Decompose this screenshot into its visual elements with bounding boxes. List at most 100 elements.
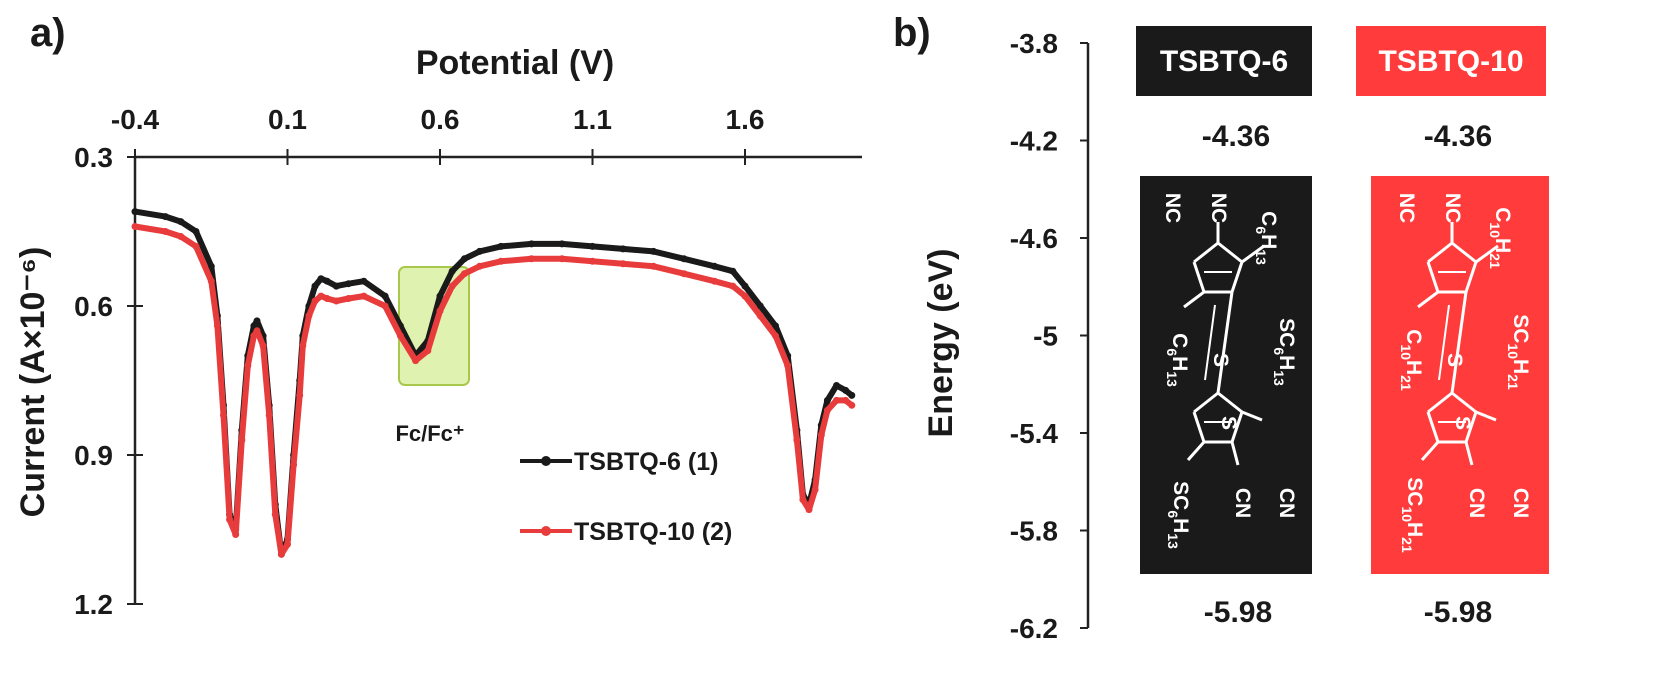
- series-line-tsbtq10: [132, 223, 855, 558]
- bond: [1420, 441, 1440, 461]
- data-point: [345, 295, 352, 302]
- bond: [1230, 441, 1240, 466]
- data-point: [238, 436, 246, 444]
- bond: [1464, 261, 1478, 293]
- legend-label-tsbtq10: TSBTQ-10 (2): [574, 518, 732, 546]
- data-point: [317, 292, 325, 300]
- data-point: [436, 292, 444, 300]
- bond: [1230, 411, 1244, 443]
- data-point: [805, 506, 813, 514]
- data-point: [207, 262, 215, 270]
- data-point: [558, 255, 566, 263]
- data-point: [253, 327, 261, 335]
- bond: [1450, 291, 1468, 394]
- data-point: [271, 511, 279, 519]
- data-point: [619, 245, 627, 253]
- data-point: [476, 262, 484, 270]
- data-point: [192, 242, 200, 250]
- bond: [1427, 241, 1453, 264]
- energy-axis-title: Energy (eV): [922, 249, 960, 438]
- data-point: [253, 317, 261, 325]
- data-point: [311, 282, 319, 290]
- data-point: [741, 292, 749, 300]
- tsbtq6-lumo: -4.36: [1202, 120, 1270, 153]
- cyano-label: NC: [1207, 193, 1230, 223]
- bond: [1183, 290, 1205, 309]
- sulfur-label: S: [1209, 353, 1232, 367]
- tsbtq10-title-box: [1356, 26, 1546, 96]
- bond: [1451, 241, 1477, 264]
- data-point: [460, 255, 468, 263]
- data-point: [784, 362, 792, 370]
- data-point: [729, 267, 737, 275]
- data-point: [299, 342, 307, 350]
- data-point: [497, 242, 505, 250]
- data-point: [756, 312, 764, 320]
- bond: [1426, 411, 1440, 443]
- x-tick-label: 1.1: [573, 104, 612, 135]
- tsbtq10-lumo: -4.36: [1424, 120, 1492, 153]
- bond: [1193, 391, 1219, 414]
- bond: [1426, 261, 1440, 293]
- data-point: [528, 240, 535, 248]
- bond: [1192, 411, 1206, 443]
- bond: [1417, 290, 1439, 309]
- data-point: [817, 431, 825, 439]
- y-tick-label: 1.2: [74, 589, 113, 620]
- fc-annotation: Fc/Fc⁺: [395, 421, 464, 446]
- energy-tick-label: -4.6: [1010, 223, 1058, 254]
- tsbtq6-title: TSBTQ-6: [1160, 45, 1288, 78]
- alkylthio-label: SC6H13: [1165, 481, 1192, 549]
- data-point: [396, 332, 404, 340]
- tsbtq10-homo: -5.98: [1424, 596, 1492, 629]
- series-markers-tsbtq10: [131, 223, 856, 558]
- alkyl-label: C10H21: [1398, 329, 1425, 391]
- data-point: [131, 208, 139, 216]
- data-point: [833, 396, 840, 404]
- data-point: [192, 228, 200, 235]
- data-point: [619, 260, 627, 268]
- bond: [1217, 391, 1243, 414]
- data-point: [589, 257, 596, 265]
- x-tick-label: 0.6: [421, 104, 460, 135]
- bond: [1230, 261, 1244, 293]
- sulfur-label: S: [1443, 353, 1466, 367]
- bond: [1438, 304, 1450, 381]
- data-point: [177, 218, 185, 226]
- data-point: [772, 322, 779, 330]
- alkyl-label: C10H21: [1487, 207, 1514, 269]
- bond: [1475, 410, 1497, 422]
- legend-marker-tsbtq6: [541, 456, 551, 466]
- data-point: [811, 486, 819, 494]
- data-point: [833, 382, 840, 389]
- energy-tick-label: -3.8: [1010, 28, 1058, 59]
- data-point: [756, 302, 764, 310]
- data-point: [250, 332, 258, 340]
- data-point: [207, 277, 215, 285]
- y-tick-label: 0.6: [74, 291, 113, 322]
- alkyl-label: C6H13: [1164, 333, 1191, 387]
- data-point: [177, 233, 185, 240]
- data-point: [558, 240, 566, 248]
- bond: [1464, 411, 1478, 443]
- data-point: [381, 292, 389, 300]
- bond: [1427, 391, 1453, 414]
- data-point: [448, 282, 456, 290]
- panel-a-label: a): [30, 11, 66, 55]
- plot-a-axes: -0.4 0.1 0.6 1.1 1.6 0.3 0.6 0.9 1.2: [74, 104, 862, 620]
- data-point: [460, 270, 468, 278]
- sulfur-label: S: [1451, 416, 1474, 430]
- cyano-label: NC: [1441, 193, 1464, 223]
- energy-tick-label: -5.4: [1010, 418, 1059, 449]
- tsbtq10-title: TSBTQ-10: [1378, 45, 1523, 78]
- tsbtq6-title-box: [1136, 26, 1312, 96]
- data-point: [381, 302, 389, 310]
- plot-a-series: [131, 208, 856, 558]
- data-point: [589, 242, 596, 250]
- data-point: [772, 332, 779, 340]
- bond: [1241, 244, 1265, 264]
